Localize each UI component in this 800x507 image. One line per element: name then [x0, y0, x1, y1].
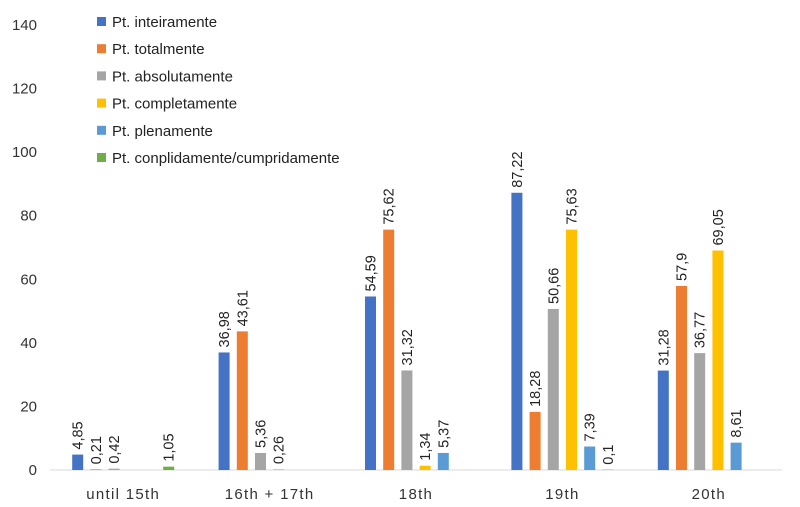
data-label: 1,34 [418, 433, 434, 461]
bar [694, 353, 706, 470]
data-label: 8,61 [729, 409, 745, 437]
data-label: 69,05 [711, 209, 727, 245]
data-label: 7,39 [583, 413, 599, 441]
data-label: 5,36 [254, 420, 270, 448]
y-tick-label: 80 [20, 208, 37, 225]
y-tick-label: 140 [12, 17, 37, 34]
bar [657, 370, 669, 470]
data-label: 36,98 [217, 311, 233, 347]
x-tick-label: 18th [399, 486, 433, 503]
bar [108, 468, 120, 470]
legend-swatch [97, 17, 106, 26]
bar [712, 250, 724, 470]
legend-label: Pt. plenamente [112, 123, 213, 140]
data-label: 18,28 [528, 371, 544, 407]
data-label: 0,42 [107, 435, 123, 463]
data-label: 0,1 [601, 445, 617, 465]
bar [676, 285, 687, 470]
data-label: 0,26 [272, 436, 288, 464]
bar [255, 452, 266, 470]
data-label: 43,61 [235, 290, 251, 326]
data-label: 36,77 [693, 312, 709, 348]
data-label: 87,22 [510, 151, 526, 187]
data-label: 4,85 [71, 421, 87, 449]
data-label: 50,66 [546, 268, 562, 304]
bar [90, 469, 102, 470]
y-tick-label: 20 [20, 398, 37, 415]
data-label: 75,62 [382, 188, 398, 224]
bar [529, 411, 541, 470]
bar [401, 370, 413, 470]
y-tick-label: 60 [20, 271, 37, 288]
bar [730, 442, 742, 470]
y-axis: 0 20 40 60 80 100 120 140 [12, 17, 37, 479]
bar [584, 446, 596, 470]
bar [72, 454, 84, 470]
y-tick-label: 100 [12, 144, 37, 161]
legend-swatch [97, 125, 106, 135]
y-tick-label: 0 [29, 462, 37, 479]
y-tick-label: 120 [12, 81, 37, 98]
legend-label: Pt. conplidamente/cumpridamente [112, 150, 340, 167]
bar [566, 229, 577, 470]
legend-label: Pt. completamente [112, 96, 237, 113]
legend-swatch [97, 98, 106, 108]
legend-label: Pt. absolutamente [112, 68, 233, 85]
bar [383, 229, 395, 470]
bar [419, 465, 431, 470]
bar [273, 469, 285, 470]
legend-swatch [97, 44, 106, 54]
x-tick-label: 16th + 17th [225, 486, 315, 503]
legend: Pt. inteiramente Pt. totalmente Pt. absolu… [97, 14, 340, 167]
x-tick-label: 19th [545, 486, 579, 503]
x-axis: until 15th 16th + 17th 18th 19th 20th [86, 486, 726, 503]
data-label: 57,9 [675, 253, 691, 281]
legend-label: Pt. inteiramente [112, 14, 217, 31]
data-label: 31,28 [656, 329, 672, 365]
x-tick-label: 20th [692, 486, 726, 503]
bar [437, 452, 449, 470]
bar [365, 296, 376, 470]
data-label: 31,32 [400, 329, 416, 365]
data-label: 1,05 [162, 433, 178, 461]
data-label: 75,63 [565, 188, 581, 224]
bar [236, 331, 248, 470]
x-tick-label: until 15th [86, 486, 160, 503]
legend-swatch [97, 153, 106, 162]
legend-label: Pt. totalmente [112, 41, 205, 58]
data-label: 0,21 [89, 436, 105, 464]
bar [163, 466, 175, 470]
legend-swatch [97, 71, 106, 81]
data-label: 5,37 [436, 420, 452, 448]
data-label: 54,59 [364, 255, 380, 291]
bar [511, 192, 523, 470]
y-tick-label: 40 [20, 335, 37, 352]
bar [547, 308, 559, 470]
bar [218, 352, 230, 470]
